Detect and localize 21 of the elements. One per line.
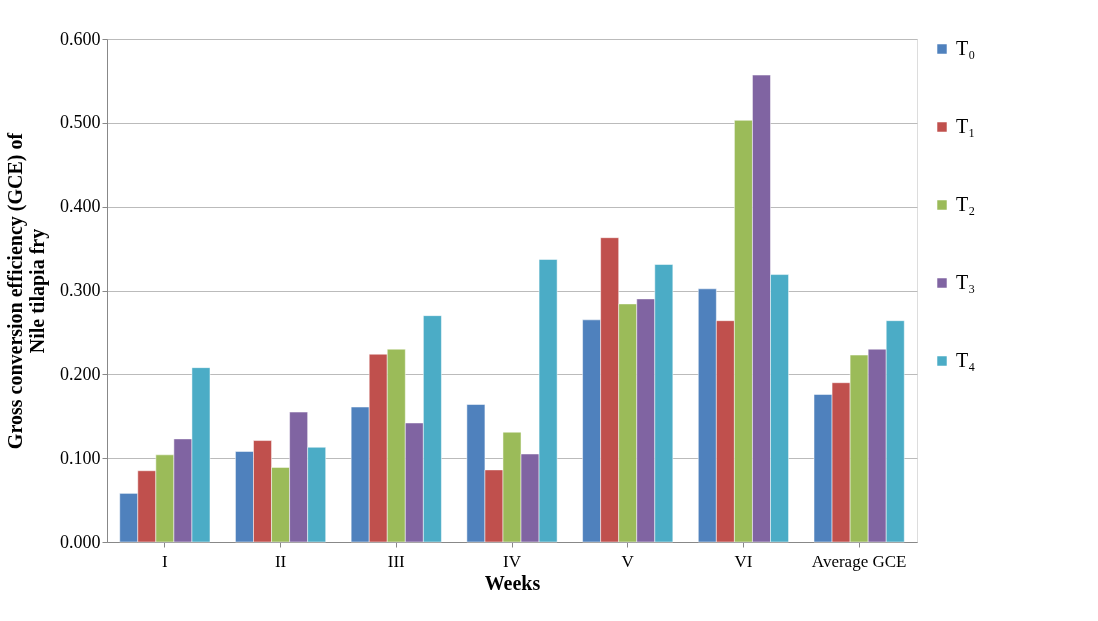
x-tick-label: V	[621, 551, 635, 571]
y-tick-label: 0.500	[60, 112, 101, 133]
legend-label: T₁	[956, 115, 976, 137]
x-tick-label: IV	[503, 551, 522, 571]
x-axis-title: Weeks	[484, 571, 541, 594]
x-tick-label: Average GCE	[811, 551, 907, 571]
y-tick-label: 0.000	[60, 531, 101, 552]
y-tick-label: 0.200	[60, 363, 101, 384]
x-tick-label: I	[162, 551, 169, 571]
x-tick-label: VI	[734, 551, 753, 571]
legend-label: T₄	[956, 349, 976, 371]
y-axis-title: Gross conversion efficiency (GCE) of Nile tilapia fry	[4, 132, 49, 450]
y-tick-label: 0.100	[60, 447, 101, 468]
x-tick-label: II	[274, 551, 287, 571]
legend-label: T₂	[956, 193, 976, 215]
x-tick-label: III	[387, 551, 406, 571]
y-tick-label: 0.600	[60, 28, 101, 49]
legend-label: T₃	[956, 271, 976, 293]
legend-label: T₀	[956, 37, 976, 59]
y-tick-label: 0.300	[60, 280, 101, 300]
y-tick-label: 0.400	[60, 196, 101, 217]
